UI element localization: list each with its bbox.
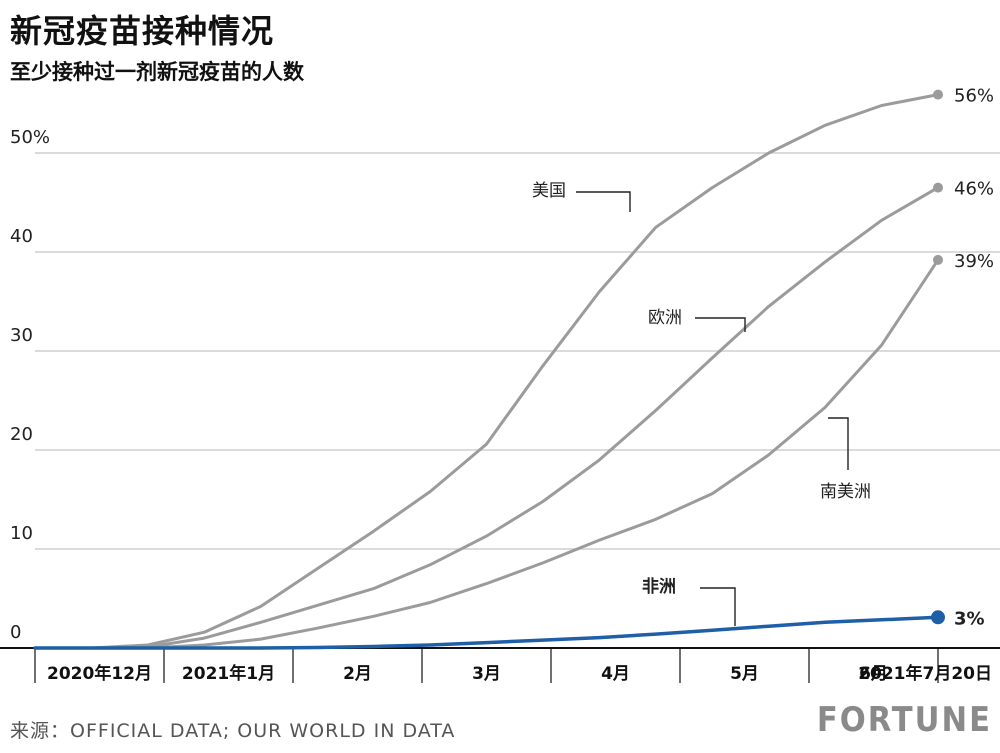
series-name-label: 美国 <box>532 181 566 201</box>
page-title: 新冠疫苗接种情况 <box>10 12 275 50</box>
callout-leader-line <box>828 417 849 470</box>
y-axis-ticks: 0 10 20 30 40 50% <box>10 127 50 643</box>
series-line <box>33 258 940 650</box>
series-name-label: 欧洲 <box>648 308 682 328</box>
y-tick-label: 0 <box>10 622 21 643</box>
series-line <box>33 615 940 650</box>
x-tick-label: 2021年1月 <box>182 663 275 684</box>
y-tick-label: 50% <box>10 127 50 148</box>
source-note: 来源：OFFICIAL DATA; OUR WORLD IN DATA <box>10 720 456 742</box>
series-end-point <box>933 182 943 193</box>
y-tick-label: 20 <box>10 424 33 445</box>
page-subtitle: 至少接种过一剂新冠疫苗的人数 <box>10 60 304 84</box>
series-name-label: 南美洲 <box>820 482 871 502</box>
x-tick-label: 2021年7月20日 <box>858 663 992 684</box>
series-lines: 56% 46% 39% 3% <box>33 86 994 650</box>
callout-leader-line <box>695 317 746 332</box>
x-tick-label: 2月 <box>343 664 372 684</box>
series-end-label: 39% <box>954 251 994 272</box>
callout-leader-line <box>576 191 631 212</box>
series-end-point <box>931 610 945 625</box>
callout-leader-line <box>700 587 736 626</box>
series-end-label: 46% <box>954 179 994 200</box>
x-tick-label: 6月 <box>859 664 888 684</box>
series-line <box>33 93 940 650</box>
fortune-logo: FORTUNE <box>816 700 992 740</box>
series-line <box>33 186 940 650</box>
y-tick-label: 40 <box>10 226 33 247</box>
vaccination-line-chart: 0 10 20 30 40 50% 2020年12月 2021年1月 2月 3月 4月 5月 6月20… <box>0 86 1000 684</box>
x-tick-label: 4月 <box>601 664 630 684</box>
x-tick-label: 3月 <box>472 664 501 684</box>
series-end-point <box>933 89 943 100</box>
x-tick-label: 5月 <box>730 664 759 684</box>
y-tick-label: 10 <box>10 523 33 544</box>
y-tick-label: 30 <box>10 325 33 346</box>
x-tick-label: 2020年12月 <box>47 663 152 684</box>
series-name-label: 非洲 <box>642 576 676 597</box>
series-end-label: 3% <box>954 608 985 629</box>
series-end-point <box>933 254 943 265</box>
series-end-label: 56% <box>954 86 994 107</box>
